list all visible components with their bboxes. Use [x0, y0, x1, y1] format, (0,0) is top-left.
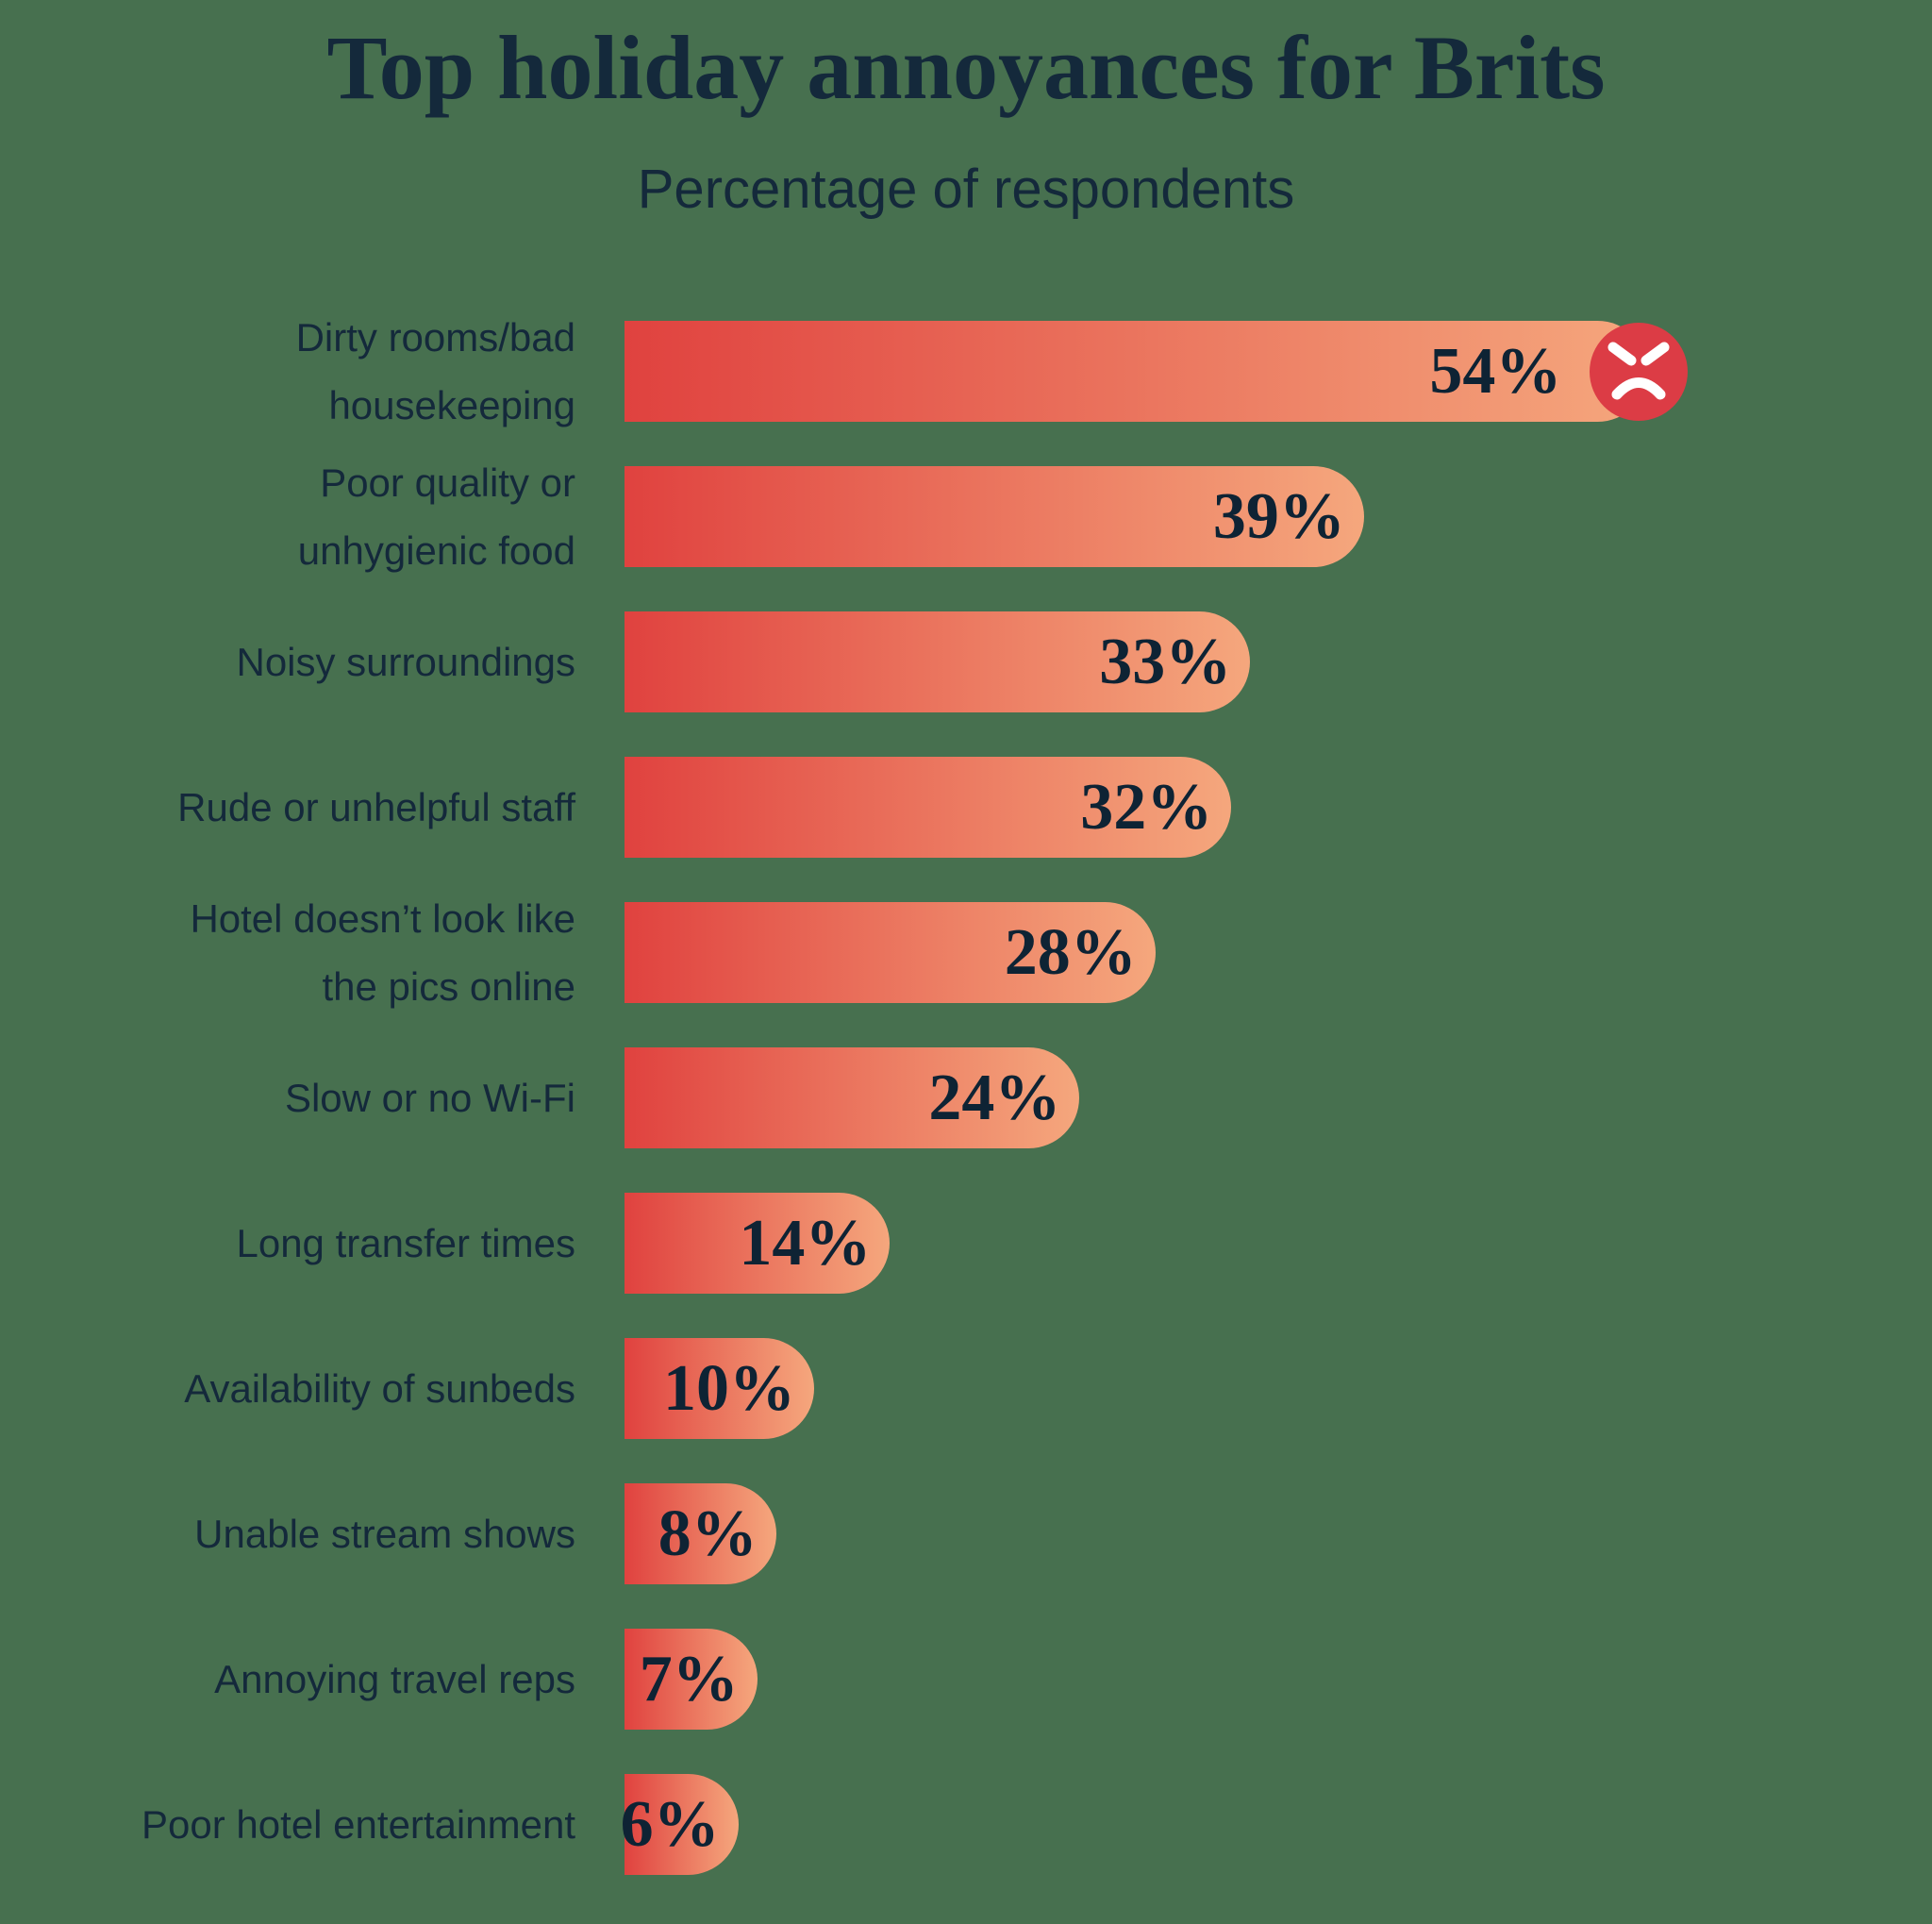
bar: 6% — [621, 1774, 739, 1876]
bar-track: 7% — [625, 1629, 1932, 1731]
chart-row: Annoying travel reps 7% — [0, 1629, 1932, 1731]
bar: 10% — [625, 1338, 814, 1440]
chart-row: Hotel doesn’t look like the pics online 2… — [0, 896, 1932, 1009]
chart-title: Top holiday annoyances for Brits — [326, 17, 1606, 118]
value-label: 6% — [620, 1787, 720, 1861]
bar: 32% — [625, 757, 1232, 859]
value-label: 28% — [1004, 915, 1137, 989]
bar: 33% — [625, 611, 1251, 713]
category-label: Dirty rooms/bad housekeeping — [295, 315, 575, 427]
bar-track: 39% — [625, 466, 1932, 568]
category-label: Noisy surroundings — [236, 640, 575, 684]
bar: 8% — [625, 1483, 776, 1585]
bar-track: 54% — [625, 321, 1932, 423]
value-label: 7% — [639, 1642, 739, 1715]
chart-row: Poor hotel entertainment 6% — [0, 1774, 1932, 1876]
value-label: 54% — [1429, 334, 1562, 408]
chart-row: Poor quality or unhygienic food 39% — [0, 460, 1932, 573]
value-label: 10% — [663, 1351, 795, 1425]
value-label: 24% — [928, 1061, 1061, 1134]
chart-row: Rude or unhelpful staff 32% — [0, 757, 1932, 859]
bar: 14% — [625, 1193, 891, 1295]
chart-row: Long transfer times 14% — [0, 1193, 1932, 1295]
bar-track: 32% — [625, 757, 1932, 859]
bar-track: 14% — [625, 1193, 1932, 1295]
category-label: Long transfer times — [236, 1221, 575, 1265]
value-label: 14% — [739, 1206, 872, 1280]
bar-track: 28% — [625, 902, 1932, 1004]
bar-chart: Top holiday annoyances for Brits Percent… — [0, 17, 1932, 1876]
chart-row: Noisy surroundings 33% — [0, 611, 1932, 713]
category-label: Availability of sunbeds — [184, 1366, 575, 1411]
bar: 39% — [625, 466, 1364, 568]
value-label: 32% — [1080, 770, 1213, 844]
chart-row: Dirty rooms/bad housekeeping 54% — [0, 315, 1932, 427]
category-label: Annoying travel reps — [214, 1657, 575, 1701]
bar-track: 33% — [625, 611, 1932, 713]
bar-track: 8% — [625, 1483, 1932, 1585]
bar: 24% — [625, 1047, 1080, 1149]
category-label: Slow or no Wi-Fi — [284, 1076, 575, 1120]
chart-row: Slow or no Wi-Fi 24% — [0, 1047, 1932, 1149]
chart-subtitle: Percentage of respondents — [637, 158, 1295, 220]
bar-track: 24% — [625, 1047, 1932, 1149]
category-label: Poor quality or unhygienic food — [297, 460, 575, 573]
bar: 54% — [625, 321, 1689, 423]
chart-row: Availability of sunbeds 10% — [0, 1338, 1932, 1440]
category-label: Poor hotel entertainment — [142, 1802, 575, 1847]
value-label: 8% — [658, 1497, 758, 1570]
category-label: Hotel doesn’t look like the pics online — [190, 896, 575, 1009]
angry-face-icon — [1590, 322, 1689, 421]
bar: 7% — [625, 1629, 758, 1731]
bar: 28% — [625, 902, 1156, 1004]
value-label: 39% — [1212, 479, 1345, 553]
category-label: Rude or unhelpful staff — [177, 785, 575, 829]
chart-row: Unable stream shows 8% — [0, 1483, 1932, 1585]
bar-track: 10% — [625, 1338, 1932, 1440]
category-label: Unable stream shows — [194, 1512, 575, 1556]
value-label: 33% — [1099, 625, 1232, 698]
chart-rows: Dirty rooms/bad housekeeping 54% Poor qual… — [0, 315, 1932, 1876]
bar-track: 6% — [621, 1774, 1932, 1876]
